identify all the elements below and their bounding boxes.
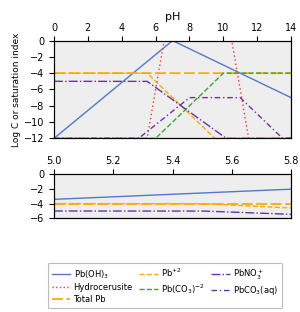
X-axis label: pH: pH [165,12,180,22]
Legend: Pb(OH)$_3$, Hydrocerusite, Total Pb, Pb$^{+2}$, Pb(CO$_3$)$^{-2}$, PbNO$_3^+$, P: Pb(OH)$_3$, Hydrocerusite, Total Pb, Pb$… [48,263,282,308]
Y-axis label: Log C or saturation index: Log C or saturation index [12,32,21,147]
